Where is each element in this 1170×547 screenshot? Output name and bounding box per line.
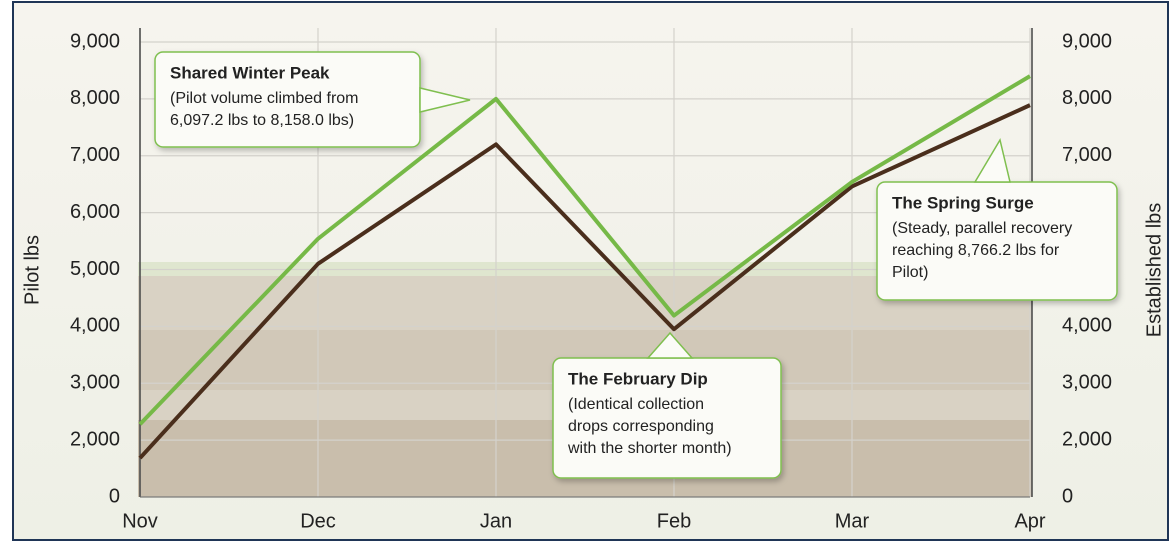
callout-text: 6,097.2 lbs to 8,158.0 lbs) <box>170 112 354 129</box>
y-axis-title: Pilot lbs <box>21 235 43 305</box>
series-line <box>138 103 1031 460</box>
callout-pointer <box>973 138 1011 183</box>
x-tick-label: Feb <box>657 510 691 532</box>
callout-text: Pilot) <box>892 264 928 281</box>
y-tick-label: 2,000 <box>70 428 120 450</box>
x-tick-label: Mar <box>835 510 870 532</box>
series-line <box>138 74 1032 426</box>
y-tick-label: 9,000 <box>70 30 120 52</box>
callout: Shared Winter Peak (Pilot volume climbed … <box>154 51 471 148</box>
x-tick-label: Nov <box>122 510 158 532</box>
y2-tick-label: 4,000 <box>1062 315 1112 337</box>
callout-text: with the shorter month) <box>567 440 732 457</box>
x-tick-label: Dec <box>300 510 336 532</box>
callout-text: (Identical collection <box>568 396 704 413</box>
y2-tick-label: 7,000 <box>1062 144 1112 166</box>
y2-tick-label: 3,000 <box>1062 372 1112 394</box>
callout-pointer <box>646 331 694 359</box>
y-tick-label: 7,000 <box>70 144 120 166</box>
y2-tick-label: 9,000 <box>1062 30 1112 52</box>
y-tick-label: 5,000 <box>70 258 120 280</box>
y2-tick-label: 2,000 <box>1062 428 1112 450</box>
callout-title: Shared Winter Peak <box>170 63 330 82</box>
x-tick-label: Apr <box>1014 510 1045 532</box>
y2-tick-label: 8,000 <box>1062 87 1112 109</box>
y-tick-label: 8,000 <box>70 87 120 109</box>
callout-text: drops corresponding <box>568 418 714 435</box>
x-tick-label: Jan <box>480 510 512 532</box>
callout-text: (Pilot volume climbed from <box>170 90 359 107</box>
callout-text: reaching 8,766.2 lbs for <box>892 242 1060 259</box>
y-tick-label: 4,000 <box>70 315 120 337</box>
y2-axis-title: Established lbs <box>1143 203 1165 338</box>
y-tick-label: 6,000 <box>70 201 120 223</box>
y-tick-label: 3,000 <box>70 372 120 394</box>
callout-text: (Steady, parallel recovery <box>892 220 1072 237</box>
callout: The Spring Surge (Steady, parallel recove… <box>876 138 1118 301</box>
callout-title: The February Dip <box>568 369 708 388</box>
y-tick-label: 0 <box>109 485 120 507</box>
callout-pointer <box>419 87 471 113</box>
y2-tick-label: 0 <box>1062 485 1073 507</box>
callout-title: The Spring Surge <box>892 193 1034 212</box>
callout: The February Dip (Identical collection dro… <box>552 331 782 479</box>
